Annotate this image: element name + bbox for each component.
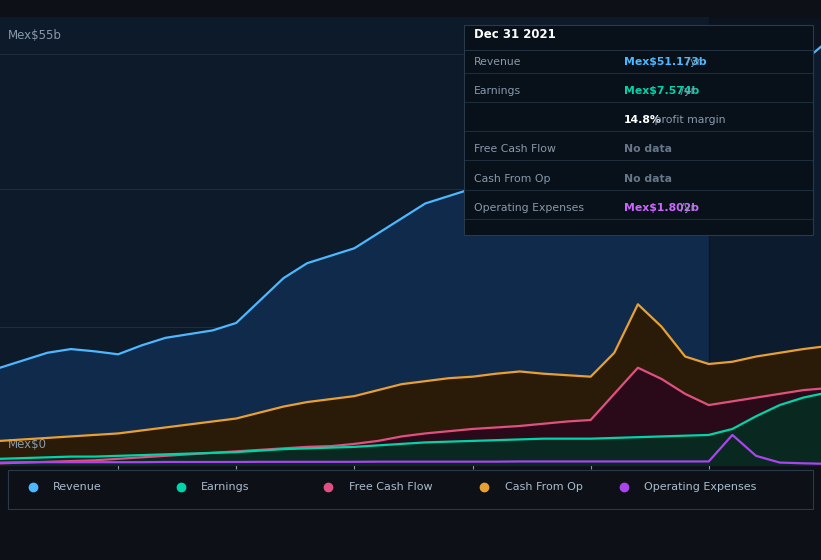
Text: Cash From Op: Cash From Op xyxy=(505,482,583,492)
Bar xyxy=(709,17,821,465)
Text: Dec 31 2021: Dec 31 2021 xyxy=(474,28,556,41)
Text: 14.8%: 14.8% xyxy=(624,115,662,125)
Text: /yr: /yr xyxy=(677,203,695,213)
Text: No data: No data xyxy=(624,144,672,155)
Text: profit margin: profit margin xyxy=(650,115,725,125)
Text: Revenue: Revenue xyxy=(474,57,521,67)
Text: Mex$0: Mex$0 xyxy=(8,438,48,451)
Text: Revenue: Revenue xyxy=(53,482,102,492)
Text: Mex$7.574b: Mex$7.574b xyxy=(624,86,699,96)
Text: Free Cash Flow: Free Cash Flow xyxy=(474,144,556,155)
Text: Free Cash Flow: Free Cash Flow xyxy=(349,482,433,492)
Text: No data: No data xyxy=(624,174,672,184)
Text: Mex$51.173b: Mex$51.173b xyxy=(624,57,707,67)
Text: /yr: /yr xyxy=(677,86,695,96)
Text: Operating Expenses: Operating Expenses xyxy=(644,482,757,492)
Text: Mex$1.802b: Mex$1.802b xyxy=(624,203,699,213)
Text: Mex$55b: Mex$55b xyxy=(8,29,62,43)
Text: Earnings: Earnings xyxy=(474,86,521,96)
Text: /yr: /yr xyxy=(683,57,700,67)
Text: Earnings: Earnings xyxy=(201,482,250,492)
Text: Cash From Op: Cash From Op xyxy=(474,174,550,184)
Text: Operating Expenses: Operating Expenses xyxy=(474,203,584,213)
